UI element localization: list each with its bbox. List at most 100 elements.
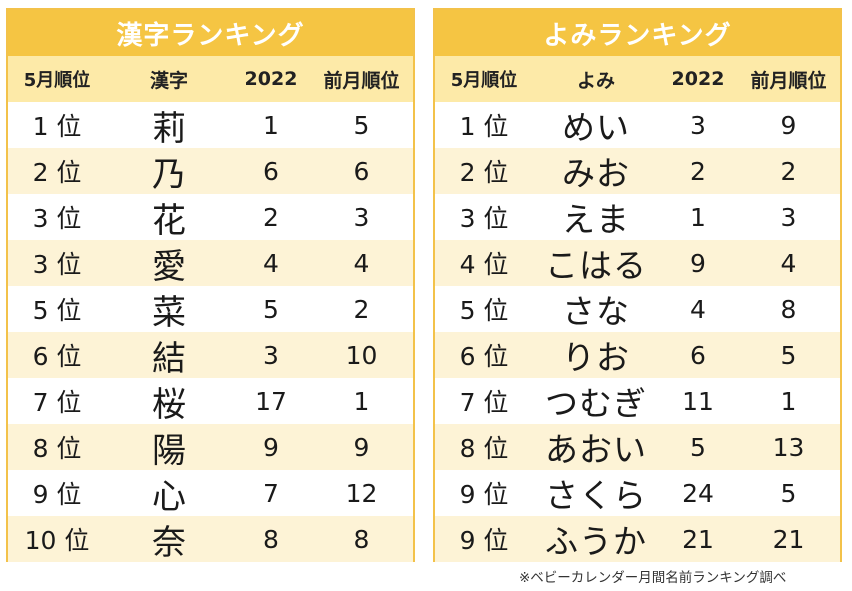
prev-rank-cell: 2: [353, 294, 370, 324]
name-cell: 陽: [152, 430, 186, 471]
prev-rank-cell: 5: [780, 340, 797, 370]
name-cell: つむぎ: [545, 384, 647, 423]
name-cell: ふうか: [545, 522, 647, 561]
rank-2022-cell: 7: [263, 478, 279, 508]
header-prev-rank: 前月順位: [750, 69, 827, 92]
rank-cell: 9 位: [32, 480, 82, 509]
yomi-table-row: 5 位 さな 4 8: [435, 286, 840, 332]
kanji-table-row: 5 位 菜 5 2: [8, 286, 413, 333]
source-footnote: ※ベビーカレンダー月間名前ランキング調べ: [519, 570, 787, 586]
yomi-table-row: 3 位 えま 1 3: [435, 194, 840, 240]
prev-rank-cell: 6: [353, 156, 370, 186]
rank-2022-cell: 5: [263, 294, 279, 324]
rank-2022-cell: 11: [682, 386, 714, 416]
rank-2022-cell: 3: [263, 340, 279, 370]
prev-rank-cell: 9: [353, 432, 370, 462]
rank-2022-cell: 21: [682, 524, 714, 554]
kanji-table-row: 1 位 莉 1 5: [8, 102, 413, 149]
rank-cell: 9 位: [459, 526, 509, 555]
header-yomi: よみ: [576, 69, 615, 92]
rank-2022-cell: 9: [690, 248, 706, 278]
prev-rank-cell: 8: [353, 524, 370, 554]
name-cell: 愛: [152, 246, 186, 287]
rank-2022-cell: 4: [263, 248, 279, 278]
prev-rank-cell: 4: [353, 248, 370, 278]
prev-rank-cell: 4: [780, 248, 797, 278]
kanji-header-row: 5月順位 漢字 2022 前月順位: [8, 56, 413, 102]
prev-rank-cell: 21: [772, 524, 805, 554]
rank-cell: 6 位: [32, 342, 82, 371]
rank-2022-cell: 2: [263, 202, 279, 232]
name-cell: 桜: [152, 384, 186, 425]
kanji-ranking-title: 漢字ランキング: [8, 10, 413, 56]
kanji-table-row: 3 位 花 2 3: [8, 194, 413, 241]
name-cell: みお: [562, 154, 630, 193]
name-cell: 花: [152, 200, 186, 241]
header-prev-rank: 前月順位: [323, 69, 400, 92]
prev-rank-cell: 8: [780, 294, 797, 324]
name-cell: こはる: [545, 246, 647, 285]
name-cell: さくら: [545, 476, 647, 515]
kanji-table-row: 10 位 奈 8 8: [8, 516, 413, 563]
prev-rank-cell: 9: [780, 110, 797, 140]
rank-cell: 6 位: [459, 342, 509, 371]
prev-rank-cell: 3: [780, 202, 797, 232]
rank-cell: 8 位: [32, 434, 82, 463]
rank-cell: 8 位: [459, 434, 509, 463]
name-cell: あおい: [545, 430, 647, 469]
prev-rank-cell: 3: [353, 202, 370, 232]
rank-2022-cell: 2: [690, 156, 706, 186]
prev-rank-cell: 1: [353, 386, 370, 416]
prev-rank-cell: 2: [780, 156, 797, 186]
rank-2022-cell: 4: [690, 294, 706, 324]
rank-2022-cell: 6: [263, 156, 279, 186]
rank-2022-cell: 1: [690, 202, 706, 232]
kanji-table-row: 2 位 乃 6 6: [8, 148, 413, 195]
name-cell: 結: [152, 338, 186, 379]
kanji-table-row: 3 位 愛 4 4: [8, 240, 413, 287]
rank-cell: 9 位: [459, 480, 509, 509]
rank-cell: 2 位: [459, 158, 509, 187]
prev-rank-cell: 5: [780, 478, 797, 508]
yomi-table-row: 1 位 めい 3 9: [435, 102, 840, 148]
name-cell: 奈: [152, 522, 186, 563]
name-cell: えま: [562, 200, 630, 239]
prev-rank-cell: 1: [780, 386, 797, 416]
yomi-table-row: 9 位 さくら 24 5: [435, 470, 840, 516]
rank-cell: 3 位: [459, 204, 509, 233]
rank-cell: 10 位: [24, 526, 90, 555]
yomi-rows: 1 位めい 3 9 2 位みお 2 2 3 位えま 1 3 4 位こはる 9 4 5 位さな 4 8 6 位り…: [435, 102, 840, 562]
name-cell: 莉: [152, 108, 186, 149]
rank-2022-cell: 24: [682, 478, 714, 508]
rank-2022-cell: 6: [690, 340, 706, 370]
kanji-table-row: 8 位 陽 9 9: [8, 424, 413, 471]
yomi-header-row: 5月順位 よみ 2022 前月順位: [435, 56, 840, 102]
rank-cell: 4 位: [459, 250, 509, 279]
rank-cell: 2 位: [32, 158, 82, 187]
name-cell: 心: [152, 476, 186, 517]
rank-2022-cell: 17: [255, 386, 287, 416]
name-cell: めい: [562, 108, 630, 147]
rank-cell: 1 位: [459, 112, 509, 141]
rank-cell: 7 位: [32, 388, 82, 417]
kanji-table-row: 6 位 結 3 10: [8, 332, 413, 379]
yomi-table-row: 9 位 ふうか 21 21: [435, 516, 840, 562]
header-may-rank: 5月順位: [23, 70, 91, 91]
yomi-table-row: 2 位 みお 2 2: [435, 148, 840, 194]
rank-2022-cell: 8: [263, 524, 279, 554]
yomi-ranking-table: よみランキング 5月順位 よみ 2022 前月順位 1 位めい 3 9 2 位みお 2 2…: [433, 8, 842, 562]
name-cell: 菜: [152, 292, 186, 333]
rank-cell: 7 位: [459, 388, 509, 417]
yomi-ranking-title: よみランキング: [435, 10, 840, 56]
kanji-table-row: 9 位 心 7 12: [8, 470, 413, 517]
rank-cell: 3 位: [32, 204, 82, 233]
rank-cell: 5 位: [459, 296, 509, 325]
yomi-table-row: 7 位つむぎ 11 1: [435, 378, 840, 424]
header-kanji: 漢字: [149, 69, 188, 92]
name-cell: さな: [562, 292, 630, 331]
rank-2022-cell: 3: [690, 110, 706, 140]
rank-cell: 1 位: [32, 112, 82, 141]
yomi-table-row: 8 位 あおい 5 13: [435, 424, 840, 470]
rank-2022-cell: 5: [690, 432, 706, 462]
header-2022: 2022: [244, 68, 298, 90]
